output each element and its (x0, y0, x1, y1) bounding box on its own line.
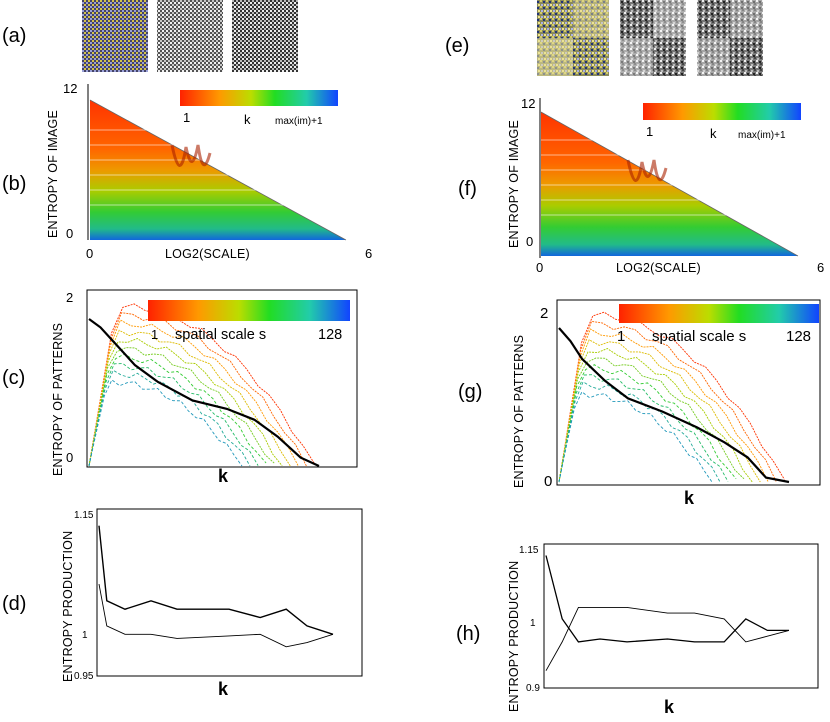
cbar-f-min: 1 (646, 124, 653, 139)
ytick-d-top: 1.15 (74, 510, 94, 521)
chart-g-series-10 (558, 391, 713, 483)
chart-g-series-6 (558, 357, 745, 483)
chart-c-series-9 (88, 369, 251, 467)
lower-curve-d (98, 584, 334, 648)
chart-c-series-5 (88, 337, 283, 467)
cbar-c-min: 1 (151, 327, 158, 342)
cbar-g-max: 128 (786, 328, 811, 345)
cbar-b-max: max(im)+1 (275, 116, 323, 127)
thumbnail-e3 (697, 0, 763, 76)
xlabel-c: k (218, 466, 229, 486)
ytick-d-mid: 1 (82, 630, 88, 641)
upper-curve-d (98, 525, 334, 635)
black-curve-c (88, 318, 320, 468)
chart-c-series-7 (88, 353, 267, 467)
xtick-b-right: 6 (365, 246, 372, 261)
ylabel-f: ENTROPY OF IMAGE (507, 120, 521, 248)
colorbar-f (643, 103, 801, 120)
xlabel-b: LOG2(SCALE) (165, 247, 250, 261)
cbar-f-mid: k (710, 126, 717, 141)
ytick-h-bottom: 0.9 (526, 683, 540, 694)
ytick-h-top: 1.15 (519, 545, 539, 556)
chart-g-series-4 (558, 339, 761, 483)
cbar-g-min: 1 (617, 328, 625, 345)
upper-curve-h (545, 555, 789, 643)
colorbar-g (619, 304, 819, 323)
cbar-b-mid: k (244, 112, 251, 127)
chart-c-series-8 (88, 363, 259, 467)
ylabel-g: ENTROPY OF PATTERNS (512, 335, 526, 488)
colorbar-c (148, 300, 350, 321)
chart-g-series-9 (558, 381, 721, 483)
chart-h: (h) ENTROPY PRODUCTION 1.15 1 0.9 k (456, 543, 819, 717)
ytick-g-top: 2 (540, 305, 548, 322)
ytick-c-top: 2 (66, 290, 73, 305)
panel-label-b: (b) (2, 173, 26, 195)
envelope-line-f (540, 111, 799, 257)
xlabel-d: k (218, 679, 229, 699)
cbar-g-label: spatial scale s (652, 328, 746, 345)
ytick-d-bottom: 0.95 (74, 671, 94, 682)
panel-label-d: (d) (2, 593, 26, 615)
black-curve-g (558, 327, 790, 484)
panel-label-e: (e) (445, 35, 469, 57)
chart-g-series-8 (558, 374, 729, 483)
panel-label-f: (f) (458, 178, 477, 200)
chart-g-series-1 (558, 311, 785, 483)
ytick-b-bottom: 0 (66, 226, 73, 241)
envelope-line-b (89, 99, 347, 241)
thumbnail-a2 (157, 0, 223, 72)
xlabel-g: k (684, 488, 695, 508)
chart-c-series-10 (88, 379, 243, 467)
ytick-b-top: 12 (63, 81, 77, 96)
chart-d: (d) ENTROPY PRODUCTION 1.15 1 0.95 k (2, 508, 363, 699)
chart-c: (c) ENTROPY OF PATTERNS 2 0 1 spatial sc… (2, 289, 358, 486)
chart-c-series-1 (88, 303, 315, 467)
plot-frame-h (543, 543, 819, 689)
panel-label-g: (g) (458, 381, 482, 403)
chart-c-series-4 (88, 329, 291, 467)
panel-label-h: (h) (456, 623, 480, 645)
cbar-b-min: 1 (183, 110, 190, 125)
xtick-f-left: 0 (536, 260, 543, 275)
ytick-f-bottom: 0 (526, 234, 533, 249)
ytick-c-bottom: 0 (66, 450, 73, 465)
xtick-b-left: 0 (86, 246, 93, 261)
chart-g-series-7 (558, 364, 737, 483)
ytick-h-mid: 1 (530, 618, 536, 629)
ytick-f-top: 12 (521, 96, 535, 111)
panel-label-a: (a) (2, 25, 26, 47)
cbar-c-label: spatial scale s (175, 327, 266, 343)
thumbnail-a1 (82, 0, 148, 72)
colorbar-b (180, 90, 338, 106)
xlabel-h: k (664, 697, 675, 717)
lower-curve-h (545, 606, 790, 671)
cbar-f-max: max(im)+1 (738, 130, 786, 141)
chart-g-series-3 (558, 328, 769, 483)
ylabel-c: ENTROPY OF PATTERNS (51, 323, 65, 476)
chart-g: (g) ENTROPY OF PATTERNS 2 0 1 spatial sc… (458, 299, 821, 508)
chart-c-series-3 (88, 319, 299, 467)
plot-frame-g (556, 299, 821, 486)
ylabel-h: ENTROPY PRODUCTION (507, 561, 521, 712)
panel-label-c: (c) (2, 367, 25, 389)
chart-b: (b) ENTROPY OF IMAGE 12 0 0 6 LOG2(SCALE… (2, 81, 372, 261)
xlabel-f: LOG2(SCALE) (616, 261, 701, 275)
plot-frame-c (86, 289, 358, 468)
thumbnail-a3 (232, 0, 298, 72)
cbar-c-max: 128 (318, 327, 342, 343)
ytick-g-bottom: 0 (544, 473, 552, 490)
chart-g-series-5 (558, 347, 753, 483)
thumbnail-e2 (620, 0, 686, 76)
chart-c-series-6 (88, 347, 275, 467)
chart-f: (f) ENTROPY OF IMAGE 12 0 0 6 LOG2(SCALE… (458, 96, 824, 275)
ylabel-b: ENTROPY OF IMAGE (46, 110, 60, 238)
plot-frame-d (96, 508, 363, 677)
ylabel-d: ENTROPY PRODUCTION (61, 531, 75, 682)
chart-c-series-2 (88, 312, 307, 467)
xtick-f-right: 6 (817, 260, 824, 275)
chart-g-series-2 (558, 320, 777, 483)
